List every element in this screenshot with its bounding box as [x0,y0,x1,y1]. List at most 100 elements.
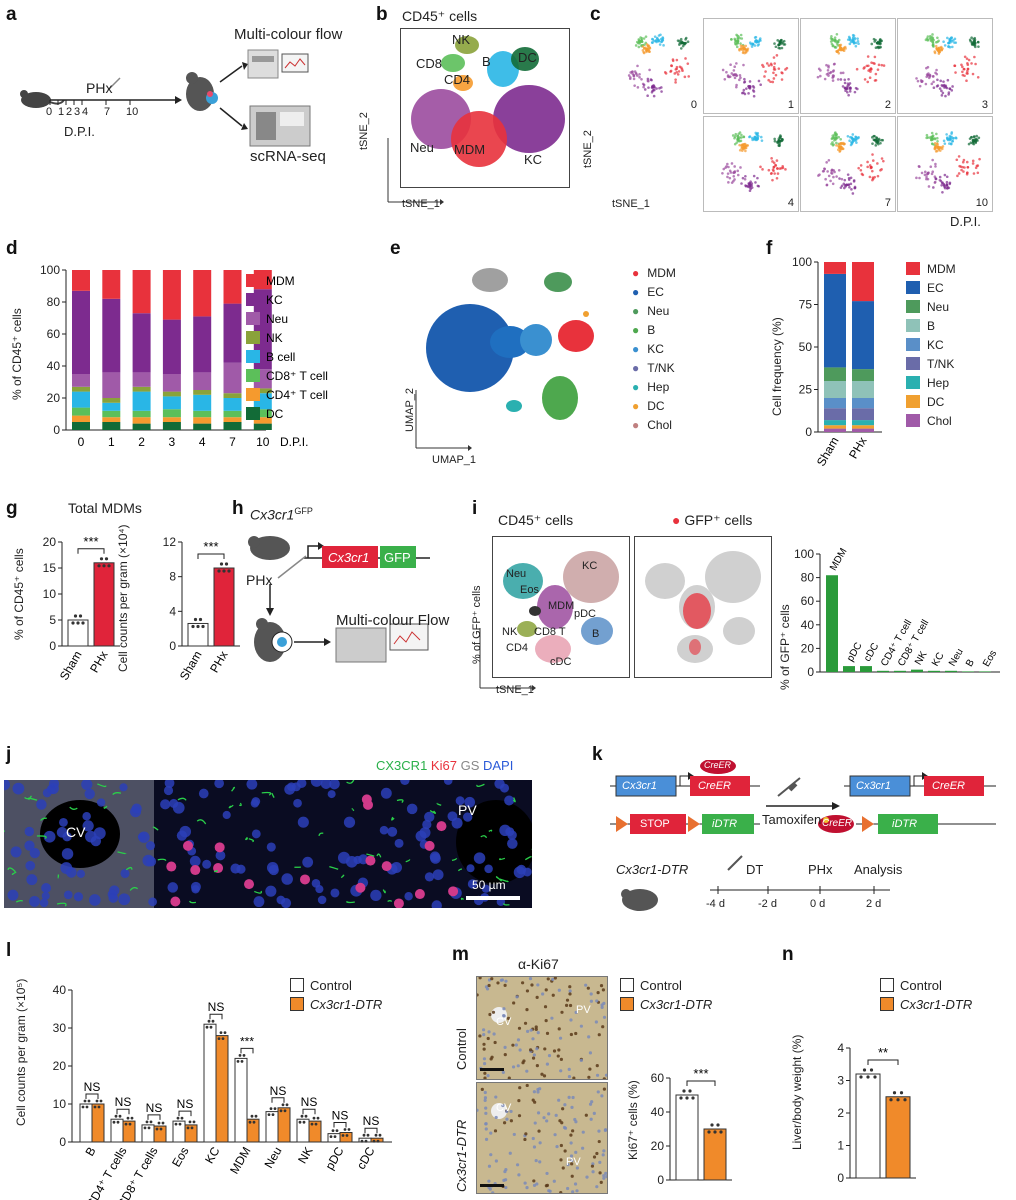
panel-c-day-3-point [961,70,964,74]
panel-c-day-1-point [765,62,769,65]
panel-c-day-0-point [680,67,684,71]
panel-g2-ylabel: Cell counts per gram (×10⁴) [116,524,130,672]
micro-j-cx3cr1-cell [103,805,108,809]
panel-c-day-10-point [926,136,930,139]
panel-c-day-3-point [936,78,939,82]
panel-c-day-1-point [774,73,778,77]
panel-c-day-10-point [976,171,980,175]
micro-m2-nucleus [569,1154,574,1158]
panel-j-micrograph-svg [4,780,532,908]
panel-c-day-1-point [747,92,750,95]
chart-d-bar-7-Neu [223,362,242,394]
panel-c-day-label-2: 2 [884,99,891,111]
micro-m2-nucleus [523,1137,527,1142]
chart-n-sig-bracket [867,1059,899,1065]
panel-e-legend-dot-icon-0: ● [632,266,640,280]
chart-g1-point-1-3 [104,557,109,561]
micro-m2-nucleus [590,1164,595,1168]
micro-m1-nucleus [542,1074,547,1078]
chart-i-bar-3 [877,670,889,672]
panel-i-cluster-neu: Neu [506,568,527,580]
panel-n-ylabel: Liver/body weight (%) [790,1034,804,1150]
micro-m2-nucleus [517,1114,522,1118]
chart-g1-point-0-3 [78,614,83,618]
panel-c-day-7-point [874,144,878,147]
micro-j-cx3cr1-cell [503,902,510,906]
panel-c-day-7-point [877,142,880,146]
panel-c-grid: 0 1 2 3 4 7 10 [606,18,993,212]
chart-m-y-tick-label-0: 0 [657,1173,664,1187]
chart-l-y-tick-label-0: 0 [59,1135,66,1149]
chart-g1-point-0-0 [71,621,75,625]
panel-c-day-3-point [940,89,943,93]
chart-d-bar-4-B cell [193,394,212,411]
chart-l-point-3-0-1 [176,1116,180,1120]
panel-c-day-7-point [836,148,840,152]
chart-m-y-tick-label-2: 40 [651,1105,665,1119]
chart-l-bar-5-1 [246,1118,260,1143]
panel-h-flow: Multi-colour Flow [336,612,450,629]
micro-m1-nucleus [545,1062,550,1066]
micro-m2-nucleus [538,1087,542,1091]
panel-c-day-4-point [739,139,743,143]
chart-f-bar-Sham-B [824,381,846,398]
chart-l-point-7-0-2 [302,1120,306,1124]
micro-j-nucleus [280,897,292,908]
panel-label-k: k [592,744,603,765]
chart-l-point-6-1-1 [281,1103,285,1107]
panel-c-day-4-point [744,174,747,178]
panel-c-day-3-point [936,36,939,40]
panel-c-day-2-point [841,85,845,88]
micro-m2-nucleus [487,1179,491,1183]
chart-l-point-7-1-0 [310,1122,314,1126]
micro-j-nucleus [63,890,73,900]
micro-m1-nucleus [602,1015,607,1019]
panel-h-phx: PHx [246,572,273,588]
panel-f-legend-label-6: Hep [927,376,950,390]
micro-m1-nucleus [535,995,539,999]
panel-c-day-1-point [773,42,776,45]
panel-j-stain-legend: CX3CR1 Ki67 GS DAPI [376,758,513,773]
micro-m1-nucleus [568,1003,573,1008]
panel-c-day-7-point [834,131,837,134]
panel-c-day-2-point [816,75,820,79]
panel-c-day-7-point [830,169,833,173]
chart-d-y-tick-label-5: 100 [40,263,60,277]
chart-l-point-4-1-0 [217,1037,221,1040]
micro-j-nucleus [36,799,47,810]
panel-c-day-7-point [845,183,848,187]
panel-c-day-2-point [832,69,835,72]
panel-i-tsne-box-1 [492,536,630,678]
chart-l-point-4-0-2 [209,1025,213,1029]
panel-c-day-2-point [826,68,830,72]
panel-c-day-4-point [733,135,737,138]
panel-c-day-3-point [969,39,972,43]
panel-c-day-4-point [726,175,729,179]
panel-c-day-3-point [966,72,969,75]
chart-d-bar-2-B cell [132,391,151,411]
panel-c-day-0-point [669,69,673,73]
micro-m1-nucleus [482,1062,487,1066]
micro-m2-nucleus [483,1096,488,1100]
chart-g1-point-0-4 [81,621,85,625]
panel-k-schematic [610,760,996,911]
panel-c-day-3-point [939,79,943,83]
panel-c-day-2-point [877,63,881,67]
micro-j-nucleus [24,840,35,851]
chart-l-point-5-1-2 [252,1120,256,1124]
panel-e-legend-item-6: ● Hep [632,380,676,399]
panel-m-legend-dtr-text: Cx3cr1-DTR [640,997,713,1012]
chart-g1-point-0-2 [76,621,80,625]
panel-c-day-0-point [651,37,654,41]
micro-m2-nucleus [502,1178,506,1182]
panel-c-day-7-point [840,177,844,181]
panel-c-day-2-point [847,35,851,39]
panel-c-day-7-point [876,162,879,165]
chart-l-bar-5-0 [234,1057,248,1143]
panel-c-day-1-point [774,45,778,49]
micro-j-ki67-cell [300,874,311,885]
micro-m2-nucleus [504,1168,508,1172]
panel-f-legend-item-4: KC [906,338,956,357]
panel-e-legend-item-3: ● B [632,323,676,342]
micro-j-nucleus [424,811,435,823]
